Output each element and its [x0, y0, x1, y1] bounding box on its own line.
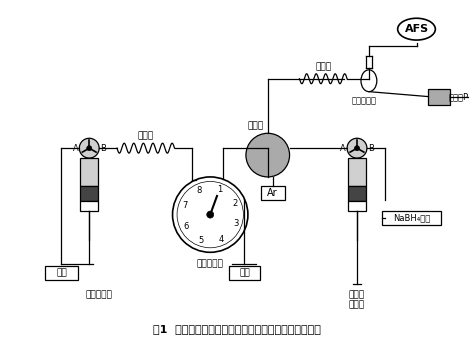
Bar [45, 266, 78, 280]
Text: 2: 2 [232, 198, 237, 208]
Text: 反应块: 反应块 [248, 121, 264, 130]
Bar [348, 186, 366, 201]
Circle shape [87, 146, 91, 151]
Text: 反应环: 反应环 [315, 62, 331, 71]
Text: 7: 7 [182, 201, 187, 210]
Text: 八位选择阀: 八位选择阀 [197, 260, 224, 269]
Text: 蠕动泵P: 蠕动泵P [448, 92, 468, 101]
Text: 储液环: 储液环 [137, 132, 154, 141]
Ellipse shape [398, 18, 435, 40]
Bar [80, 158, 98, 186]
Circle shape [207, 211, 214, 218]
Bar [348, 201, 366, 211]
Bar [428, 89, 450, 104]
Text: 6: 6 [183, 222, 188, 231]
Text: 载液: 载液 [56, 269, 67, 278]
Circle shape [246, 133, 290, 177]
Text: 图1  顺序注射分析技术与原子荧光光谱检测联用流路图: 图1 顺序注射分析技术与原子荧光光谱检测联用流路图 [153, 324, 321, 334]
Circle shape [173, 177, 248, 252]
Text: 5: 5 [198, 236, 203, 245]
Circle shape [355, 146, 359, 151]
Text: 还原剂: 还原剂 [349, 290, 365, 300]
Ellipse shape [361, 70, 377, 92]
Text: A: A [340, 144, 346, 153]
Bar [382, 211, 441, 224]
Text: 样品: 样品 [239, 269, 250, 278]
Text: 样品注射泵: 样品注射泵 [86, 290, 113, 300]
Circle shape [79, 138, 99, 158]
Text: 8: 8 [196, 186, 201, 194]
Text: NaBH₄溶液: NaBH₄溶液 [393, 213, 430, 222]
Bar [80, 186, 98, 201]
Text: 3: 3 [233, 219, 238, 228]
Text: AFS: AFS [404, 24, 428, 34]
Text: B: B [100, 144, 106, 153]
Text: Ar: Ar [267, 188, 278, 198]
Bar [228, 266, 260, 280]
Bar [348, 158, 366, 186]
Text: 注射泵: 注射泵 [349, 300, 365, 309]
Circle shape [347, 138, 367, 158]
Circle shape [177, 181, 243, 248]
Text: A: A [73, 144, 78, 153]
Text: 气液分离器: 气液分离器 [351, 96, 376, 105]
Text: B: B [368, 144, 374, 153]
Bar [80, 201, 98, 211]
Text: 4: 4 [219, 235, 224, 244]
Bar [261, 186, 284, 200]
Text: 1: 1 [217, 185, 222, 194]
